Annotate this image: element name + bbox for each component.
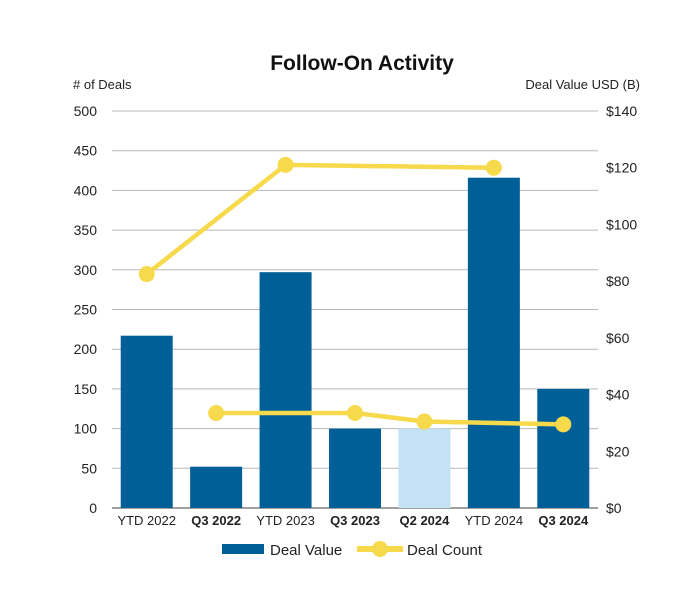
right-axis: $0 $20 $40 $60 $80 $100 $120 $140 (606, 103, 637, 516)
bar (329, 428, 381, 508)
left-tick-label: 100 (74, 421, 98, 437)
right-tick-label: $120 (606, 160, 637, 176)
bar-series (120, 177, 590, 509)
category-label: YTD 2024 (465, 513, 524, 528)
left-tick-label: 500 (74, 103, 98, 119)
category-label: YTD 2022 (117, 513, 176, 528)
line-point (347, 405, 363, 422)
right-tick-label: $20 (606, 443, 630, 459)
right-tick-label: $140 (606, 103, 637, 119)
category-label: Q3 2023 (330, 513, 380, 528)
category-label: Q3 2024 (538, 513, 589, 528)
left-tick-label: 400 (74, 182, 98, 198)
line-segment (144, 162, 497, 277)
left-tick-label: 150 (74, 381, 98, 397)
category-label: YTD 2023 (256, 513, 315, 528)
legend-label-deal-value: Deal Value (270, 542, 342, 559)
legend: Deal Value Deal Count (222, 541, 483, 559)
bar (537, 388, 590, 508)
line-segment (213, 410, 566, 427)
bar (120, 335, 173, 508)
left-axis: 0 50 100 150 200 250 300 350 400 450 500 (74, 103, 98, 516)
left-tick-label: 450 (74, 143, 98, 159)
category-label: Q2 2024 (399, 513, 450, 528)
left-tick-label: 350 (74, 222, 98, 238)
line-series (138, 156, 572, 433)
line-point (485, 159, 502, 176)
legend-swatch-deal-count-marker (372, 541, 388, 557)
bar (190, 466, 243, 508)
x-axis: YTD 2022 Q3 2022 YTD 2023 Q3 2023 Q2 2024 YTD… (117, 513, 589, 528)
category-label: Q3 2022 (191, 513, 241, 528)
line-point (208, 405, 225, 422)
left-tick-label: 0 (89, 500, 97, 516)
right-tick-label: $80 (606, 273, 630, 289)
right-tick-label: $40 (606, 387, 630, 403)
line-point (138, 266, 155, 283)
left-tick-label: 200 (74, 341, 98, 357)
line-point (277, 156, 294, 173)
right-tick-label: $100 (606, 216, 637, 232)
legend-swatch-deal-value (222, 544, 264, 554)
left-tick-label: 250 (74, 302, 98, 318)
left-tick-label: 300 (74, 262, 98, 278)
bar (398, 428, 451, 508)
right-tick-label: $0 (606, 500, 622, 516)
left-axis-title: # of Deals (73, 77, 132, 92)
line-point (555, 416, 572, 433)
legend-label-deal-count: Deal Count (407, 542, 483, 559)
bar (259, 272, 312, 508)
line-point (416, 413, 433, 430)
left-tick-label: 50 (81, 460, 97, 476)
chart-title: Follow-On Activity (270, 52, 454, 75)
bar (467, 177, 520, 509)
right-tick-label: $60 (606, 330, 630, 346)
right-axis-title: Deal Value USD (B) (525, 77, 640, 92)
